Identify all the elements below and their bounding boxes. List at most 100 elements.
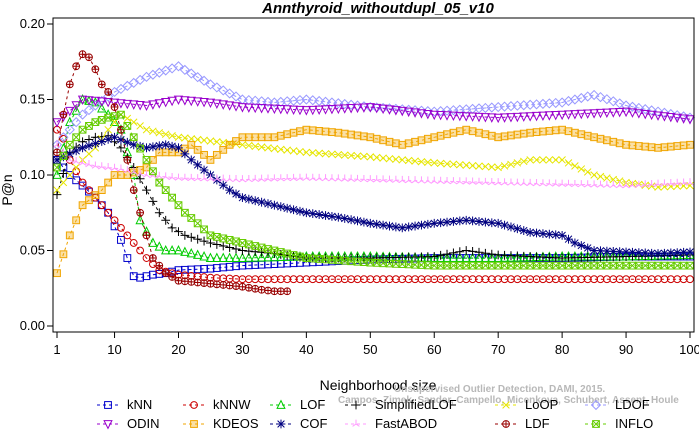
- data-point-cof: [154, 141, 164, 151]
- data-point-simplifiedlof: [193, 234, 203, 244]
- data-point-kdeos: [264, 133, 272, 142]
- data-point-lof: [487, 252, 497, 262]
- data-point-cof: [71, 146, 81, 156]
- data-point-odin: [180, 96, 190, 106]
- data-point-fastabod: [334, 174, 343, 182]
- data-point-loop: [436, 159, 445, 168]
- data-point-kdeos: [340, 129, 349, 138]
- data-point-fastabod: [373, 175, 381, 183]
- data-point-odin: [148, 100, 158, 110]
- data-point-inflo: [232, 237, 240, 246]
- data-point-kdeos: [462, 125, 471, 134]
- data-point-fastabod: [257, 174, 266, 182]
- data-point-ldf: [142, 231, 151, 240]
- data-point-loop: [206, 137, 215, 145]
- data-point-knnw: [78, 178, 87, 187]
- data-point-fastabod: [251, 174, 259, 183]
- data-point-odin: [84, 96, 94, 106]
- data-point-simplifiedlof: [142, 185, 151, 195]
- data-point-loop: [424, 158, 432, 167]
- data-point-fastabod: [155, 171, 163, 179]
- data-point-knn: [142, 272, 151, 281]
- data-point-odin: [154, 99, 165, 109]
- data-point-ldf: [168, 273, 176, 281]
- legend-item-ldof: LDOF: [585, 397, 650, 412]
- data-point-odin: [109, 98, 120, 109]
- data-point-inflo: [481, 261, 490, 270]
- data-point-fastabod: [225, 174, 234, 183]
- y-tick-label: 0.05: [20, 243, 45, 258]
- data-point-odin: [435, 111, 446, 121]
- data-point-kdeos: [308, 126, 317, 135]
- data-point-simplifiedlof: [148, 197, 158, 206]
- series-lof: [52, 93, 695, 262]
- data-point-ldof: [103, 91, 114, 102]
- data-point-loop: [564, 159, 573, 167]
- legend-item-inflo: INFLO: [585, 416, 653, 431]
- data-point-knnw: [97, 201, 106, 210]
- data-point-loop: [590, 171, 598, 179]
- data-point-lof: [506, 252, 516, 262]
- data-point-ldf: [212, 280, 221, 289]
- data-point-loop: [507, 160, 515, 169]
- data-point-loop: [443, 160, 451, 168]
- data-point-ldf: [155, 261, 164, 270]
- data-point-kdeos: [443, 130, 451, 139]
- data-point-simplifiedlof: [135, 174, 145, 184]
- data-point-kdeos: [366, 133, 375, 142]
- data-point-odin: [467, 112, 478, 122]
- data-point-cof: [685, 247, 695, 257]
- data-point-ldf: [161, 269, 170, 277]
- data-point-lof: [160, 244, 171, 255]
- data-point-simplifiedlof: [116, 143, 126, 153]
- data-point-odin: [378, 104, 388, 115]
- data-point-loop: [488, 163, 496, 171]
- data-point-odin: [276, 104, 286, 115]
- data-point-cof: [314, 210, 324, 219]
- data-point-kdeos: [526, 128, 535, 137]
- data-point-loop: [251, 142, 259, 151]
- data-point-loop: [430, 159, 438, 167]
- data-point-ldf: [174, 276, 183, 285]
- data-point-ldof: [135, 74, 146, 85]
- data-point-kdeos: [596, 134, 605, 143]
- data-point-cof: [103, 134, 113, 144]
- data-point-loop: [302, 148, 311, 157]
- data-point-fastabod: [219, 174, 227, 182]
- data-point-loop: [667, 182, 675, 191]
- legend-label-ldof: LDOF: [615, 397, 650, 412]
- y-tick-label: 0.10: [20, 167, 45, 182]
- data-point-lof: [129, 169, 139, 179]
- data-point-fastabod: [347, 174, 355, 182]
- data-point-loop: [53, 186, 61, 194]
- data-point-odin: [320, 105, 331, 115]
- data-point-odin: [410, 108, 420, 118]
- data-point-fastabod: [456, 177, 464, 185]
- data-point-ldof: [582, 91, 593, 102]
- data-point-odin: [666, 112, 676, 123]
- data-point-odin: [256, 104, 267, 114]
- data-point-fastabod: [66, 155, 74, 163]
- data-point-knn: [117, 236, 125, 244]
- data-point-odin: [461, 112, 471, 122]
- data-point-kdeos: [622, 140, 630, 149]
- data-point-fastabod: [475, 177, 483, 185]
- data-point-kdeos: [238, 133, 247, 142]
- data-point-loop: [181, 134, 189, 142]
- data-point-kdeos: [97, 186, 106, 194]
- data-point-odin: [314, 105, 324, 115]
- data-point-kdeos: [666, 142, 675, 151]
- data-point-kdeos: [78, 201, 87, 210]
- data-point-fastabod: [622, 181, 630, 189]
- data-point-fastabod: [142, 170, 151, 178]
- data-point-fastabod: [513, 178, 522, 186]
- data-point-ldof: [333, 98, 344, 109]
- data-point-loop: [551, 156, 560, 164]
- data-point-ldof: [128, 77, 139, 88]
- x-tick-label: 80: [555, 342, 569, 357]
- data-point-odin: [595, 108, 606, 119]
- legend-marker-simplifiedlof: [351, 400, 361, 410]
- data-point-lof: [192, 249, 203, 259]
- data-point-loop: [539, 156, 547, 164]
- data-point-inflo: [200, 225, 208, 234]
